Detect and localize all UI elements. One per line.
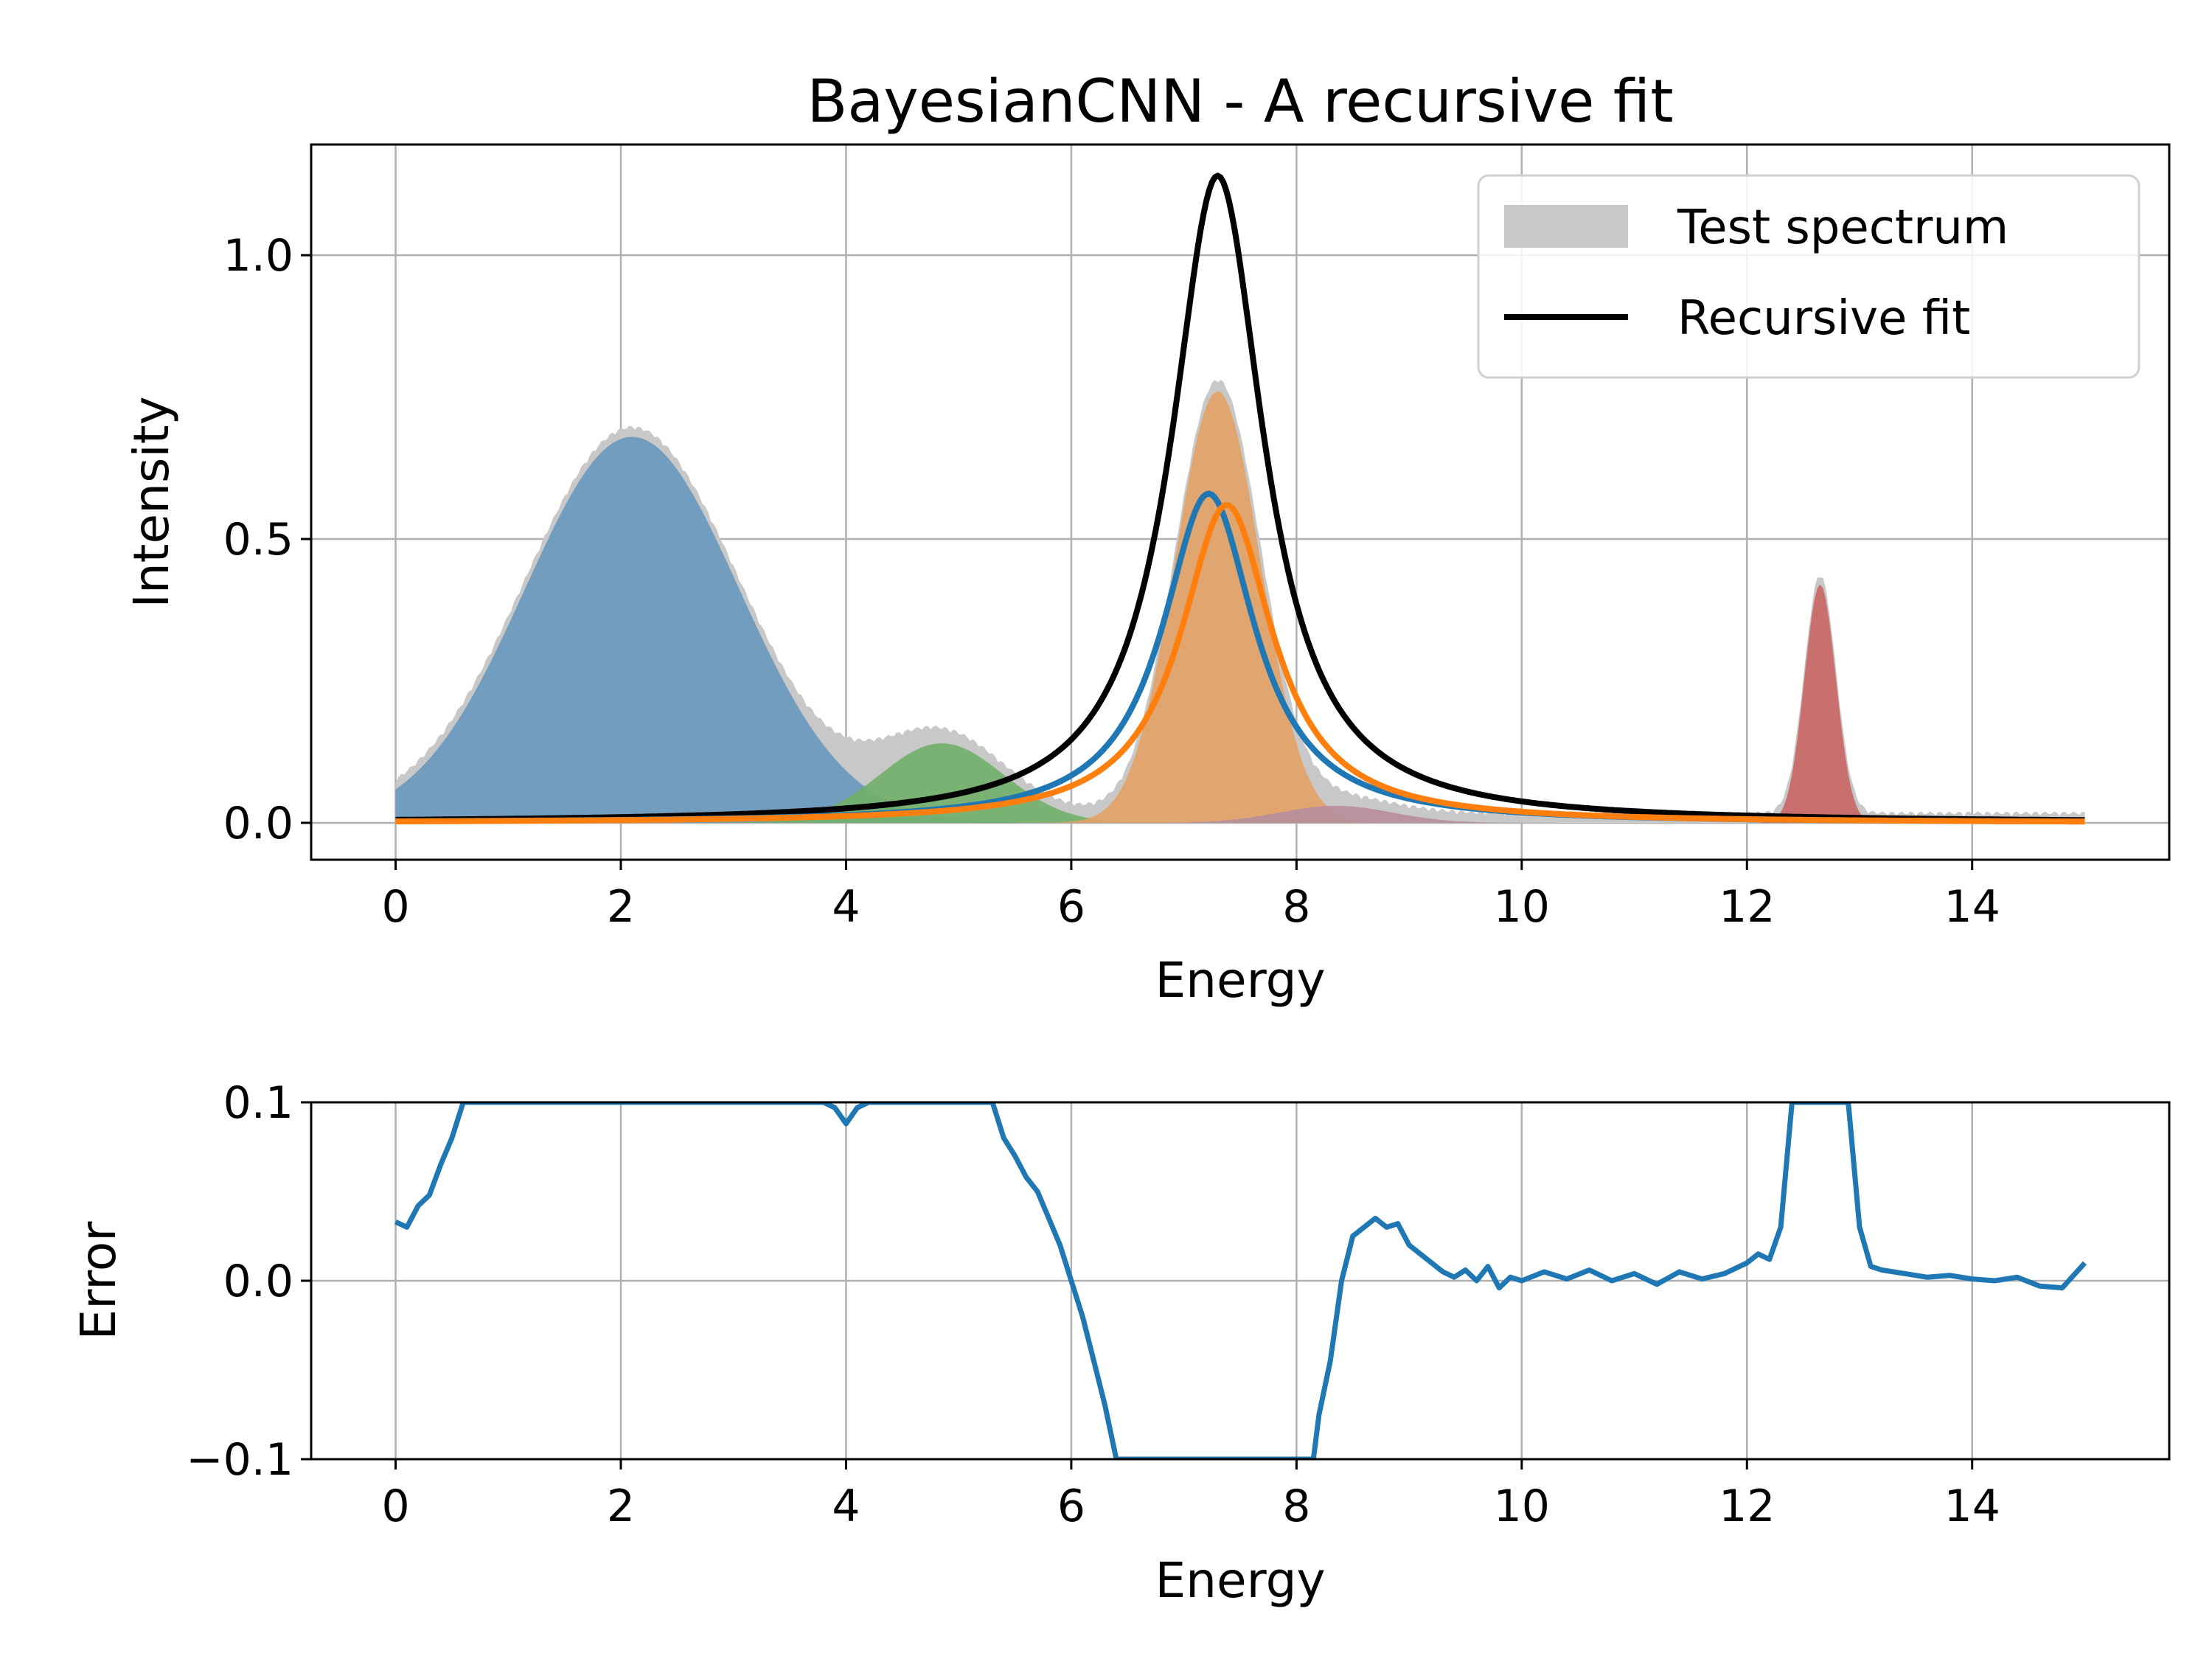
bottom-x-tick-label: 6 — [1057, 1481, 1085, 1532]
top-x-tick-label: 8 — [1282, 881, 1310, 933]
error-plot: 0 2 4 6 8 10 12 14 −0.1 0.0 0.1 Energy Error — [70, 1077, 2171, 1609]
top-x-tick-label: 14 — [1944, 881, 2000, 933]
top-x-tick-label: 12 — [1719, 881, 1775, 933]
top-x-tick-label: 4 — [832, 881, 860, 933]
top-fit-lines — [395, 173, 2085, 825]
top-x-tick-label: 10 — [1494, 881, 1550, 933]
top-y-tick-label: 0.5 — [223, 514, 293, 566]
legend-label-test-spectrum: Test spectrum — [1677, 201, 2008, 255]
error-line — [394, 1102, 2087, 1459]
legend-swatch-test-spectrum — [1504, 205, 1628, 248]
legend: Test spectrum Recursive fit — [1477, 174, 2140, 379]
top-x-axis-label: Energy — [1155, 952, 1325, 1009]
top-y-tick-label: 1.0 — [223, 230, 293, 282]
top-x-tick-label: 0 — [381, 881, 409, 933]
top-ticks: 0 2 4 6 8 10 12 14 0.0 0.5 1.0 — [223, 230, 2000, 933]
top-x-tick-label: 2 — [607, 881, 635, 933]
top-y-tick-label: 0.0 — [223, 798, 293, 849]
bottom-x-tick-label: 4 — [832, 1481, 860, 1532]
chart-title: BayesianCNN - A recursive fit — [807, 67, 1673, 136]
intensity-plot: 0 2 4 6 8 10 12 14 0.0 0.5 1.0 Energy Intensity Te… — [123, 143, 2171, 1009]
bottom-x-tick-label: 8 — [1282, 1481, 1310, 1532]
bottom-grid — [311, 1101, 2169, 1461]
bottom-x-tick-label: 0 — [381, 1481, 409, 1532]
bottom-x-tick-label: 12 — [1719, 1481, 1775, 1532]
bottom-x-tick-label: 10 — [1494, 1481, 1550, 1532]
bottom-x-tick-label: 2 — [607, 1481, 635, 1532]
error-series — [394, 1102, 2087, 1459]
component-area-4 — [395, 805, 2085, 823]
top-y-axis-label: Intensity — [123, 396, 180, 608]
bottom-x-tick-label: 14 — [1944, 1481, 2000, 1532]
component-area-3 — [395, 391, 2085, 823]
top-x-tick-label: 6 — [1057, 881, 1085, 933]
component-area-1 — [395, 437, 2085, 823]
bottom-y-tick-label: 0.0 — [223, 1256, 293, 1307]
bottom-y-tick-label: 0.1 — [223, 1077, 293, 1129]
legend-label-recursive-fit: Recursive fit — [1677, 291, 1970, 346]
bottom-x-axis-label: Energy — [1155, 1552, 1325, 1609]
legend-frame — [1477, 174, 2140, 379]
bottom-y-tick-label: −0.1 — [186, 1434, 293, 1486]
bottom-ticks: 0 2 4 6 8 10 12 14 −0.1 0.0 0.1 — [186, 1077, 2000, 1532]
bottom-y-axis-label: Error — [70, 1221, 127, 1340]
top-component-fills — [395, 380, 2085, 823]
fit-component-line-2 — [395, 501, 2085, 825]
top-axes-frame — [310, 143, 2171, 861]
